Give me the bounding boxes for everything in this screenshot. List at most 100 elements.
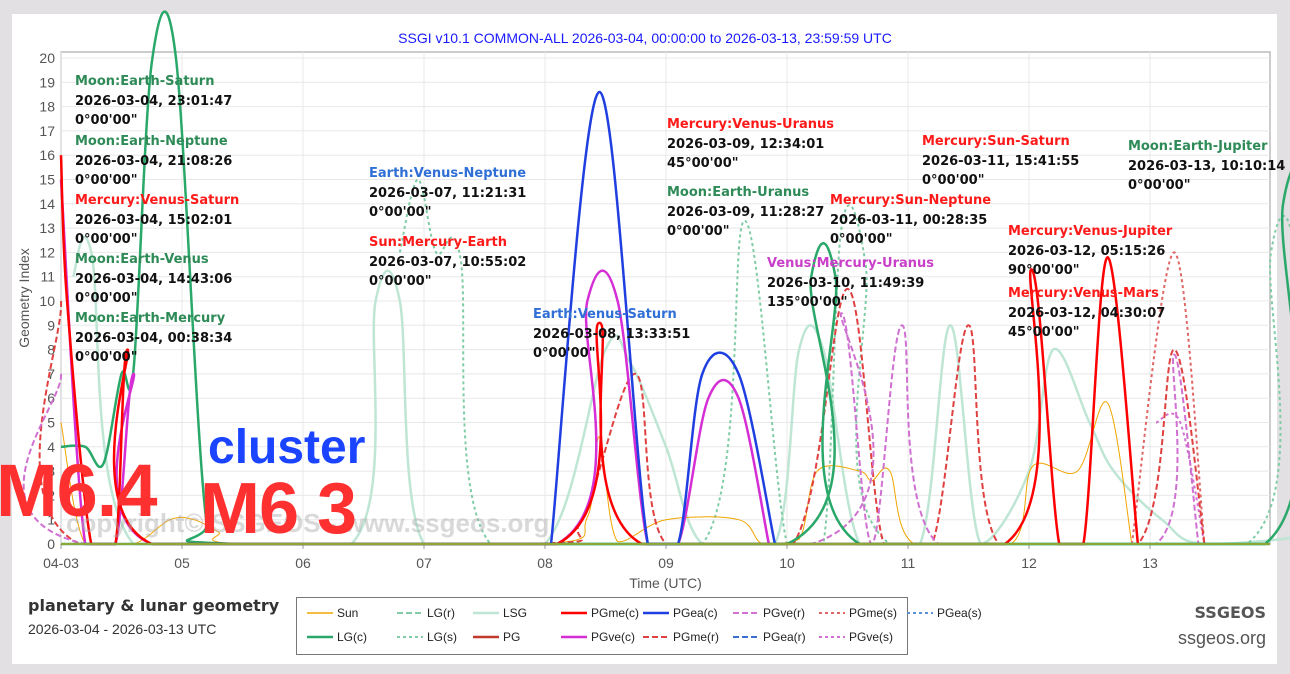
event-title: Moon:Earth-Venus <box>75 252 209 267</box>
event-timestamp: 2026-03-07, 11:21:31 <box>369 185 527 201</box>
legend-label: PGea(s) <box>937 606 982 620</box>
legend-label: LSG <box>503 606 528 620</box>
y-tick-label: 2 <box>47 487 55 503</box>
event-annotation: Mercury:Venus-Saturn 2026-03-04, 15:02:01… <box>75 191 239 250</box>
event-title: Mercury:Venus-Jupiter <box>1008 224 1173 239</box>
event-annotation: Mercury:Sun-Neptune 2026-03-11, 00:28:35 0… <box>830 191 991 250</box>
legend-item[interactable]: PGme(s) <box>819 606 897 620</box>
x-tick-label: 05 <box>174 555 190 571</box>
event-annotation: Earth:Venus-Saturn 2026-03-08, 13:33:51 0°… <box>533 305 690 364</box>
legend-label: LG(r) <box>427 606 455 620</box>
event-angle: 0°00'00" <box>369 274 432 289</box>
legend-swatch-icon <box>907 612 933 614</box>
x-tick-label: 09 <box>658 555 674 571</box>
event-annotation: Earth:Venus-Neptune 2026-03-07, 11:21:31 0… <box>369 164 526 223</box>
y-tick-label: 15 <box>39 172 55 188</box>
event-title: Venus:Mercury-Uranus <box>767 256 935 271</box>
event-title: Moon:Earth-Uranus <box>667 185 810 200</box>
event-title: Sun:Mercury-Earth <box>369 235 508 250</box>
event-annotation: Moon:Earth-Saturn 2026-03-04, 23:01:47 0°0… <box>75 72 232 131</box>
event-angle: 0°00'00" <box>667 224 730 239</box>
legend-item[interactable]: PG <box>473 630 520 644</box>
legend-swatch-icon <box>733 636 759 638</box>
event-angle: 45°00'00" <box>1008 325 1080 340</box>
legend-item[interactable]: Sun <box>307 606 358 620</box>
legend-box: Sun LG(r) LSG PGme(c) PGea(c) PGve(r) PGme(s) P… <box>296 597 982 655</box>
x-tick-label: 11 <box>901 555 916 571</box>
magnitude-label-m64: M6.4 <box>0 449 158 532</box>
event-title: Mercury:Venus-Uranus <box>667 117 835 132</box>
legend-item[interactable]: LSG <box>473 606 527 620</box>
event-timestamp: 2026-03-04, 23:01:47 <box>75 93 233 109</box>
event-timestamp: 2026-03-12, 05:15:26 <box>1008 243 1166 259</box>
footer-title: planetary & lunar geometry <box>28 596 280 615</box>
legend-swatch-icon <box>643 611 669 615</box>
event-timestamp: 2026-03-09, 11:28:27 <box>667 204 825 220</box>
legend-item[interactable]: PGve(c) <box>561 630 635 644</box>
event-title: Mercury:Venus-Mars <box>1008 286 1159 301</box>
event-title: Moon:Earth-Saturn <box>75 74 215 89</box>
event-timestamp: 2026-03-10, 11:49:39 <box>767 275 925 291</box>
event-angle: 0°00'00" <box>830 232 893 247</box>
legend-item[interactable]: LG(r) <box>397 606 455 620</box>
y-axis-label: Geometry Index <box>16 248 32 348</box>
legend-item[interactable]: PGea(s) <box>907 606 982 620</box>
legend-label: PG <box>503 630 521 644</box>
copyright-watermark: copyright© SSGEOS - www.ssgeos.org <box>66 508 550 538</box>
event-annotation: Moon:Earth-Mercury 2026-03-04, 00:38:34 0°… <box>75 309 232 368</box>
event-timestamp: 2026-03-08, 13:33:51 <box>533 326 691 342</box>
y-tick-label: 20 <box>39 50 55 66</box>
x-axis-label: Time (UTC) <box>629 575 702 591</box>
event-annotation: Mercury:Venus-Uranus 2026-03-09, 12:34:01… <box>667 115 834 174</box>
event-timestamp: 2026-03-07, 10:55:02 <box>369 254 527 270</box>
y-tick-label: 13 <box>39 220 55 236</box>
series-line-lsg <box>71 235 1290 546</box>
legend-swatch-icon <box>473 635 499 639</box>
event-annotation: Sun:Mercury-Earth 2026-03-07, 10:55:02 0°0… <box>369 233 526 292</box>
legend-swatch-icon <box>307 612 333 614</box>
series-line-pgves <box>1155 412 1206 545</box>
legend-label: PGme(c) <box>591 606 639 620</box>
event-timestamp: 2026-03-11, 15:41:55 <box>922 153 1080 169</box>
event-angle: 0°00'00" <box>369 205 432 220</box>
x-tick-label: 07 <box>416 555 432 571</box>
legend-label: PGve(c) <box>591 630 636 644</box>
event-title: Mercury:Venus-Saturn <box>75 193 240 208</box>
x-tick-label: 12 <box>1021 555 1037 571</box>
event-timestamp: 2026-03-04, 14:43:06 <box>75 271 233 287</box>
y-tick-label: 1 <box>47 512 55 528</box>
legend-item[interactable]: LG(c) <box>307 630 367 644</box>
event-annotation: Mercury:Sun-Saturn 2026-03-11, 15:41:55 0°… <box>922 132 1079 191</box>
legend-item[interactable]: PGve(s) <box>819 630 893 644</box>
legend-swatch-icon <box>307 635 333 639</box>
event-angle: 0°00'00" <box>75 232 138 247</box>
legend-item[interactable]: PGme(c) <box>561 606 639 620</box>
event-title: Earth:Venus-Saturn <box>533 307 677 322</box>
legend-item[interactable]: PGme(r) <box>643 630 719 644</box>
event-angle: 0°00'00" <box>75 173 138 188</box>
legend-swatch-icon <box>561 611 587 615</box>
legend-item[interactable]: PGea(r) <box>733 630 806 644</box>
legend-label: PGea(c) <box>673 606 718 620</box>
legend-label: PGve(r) <box>763 606 805 620</box>
event-angle: 0°00'00" <box>1128 178 1191 193</box>
legend-item[interactable]: LG(s) <box>397 630 457 644</box>
event-angle: 0°00'00" <box>75 291 138 306</box>
event-timestamp: 2026-03-04, 15:02:01 <box>75 212 233 228</box>
event-title: Moon:Earth-Mercury <box>75 311 226 326</box>
event-angle: 0°00'00" <box>75 350 138 365</box>
legend-label: PGea(r) <box>763 630 806 644</box>
y-tick-label: 4 <box>47 439 55 455</box>
event-timestamp: 2026-03-11, 00:28:35 <box>830 212 988 228</box>
chart-title: SSGI v10.1 COMMON-ALL 2026-03-04, 00:00:… <box>398 30 892 46</box>
legend-swatch-icon <box>397 636 423 638</box>
footer-date-range: 2026-03-04 - 2026-03-13 UTC <box>28 621 217 637</box>
cluster-label: cluster <box>208 421 366 474</box>
event-timestamp: 2026-03-12, 04:30:07 <box>1008 305 1166 321</box>
legend-item[interactable]: PGea(c) <box>643 606 718 620</box>
legend-label: Sun <box>337 606 359 620</box>
event-timestamp: 2026-03-09, 12:34:01 <box>667 136 825 152</box>
legend-item[interactable]: PGve(r) <box>733 606 805 620</box>
event-angle: 0°00'00" <box>533 346 596 361</box>
